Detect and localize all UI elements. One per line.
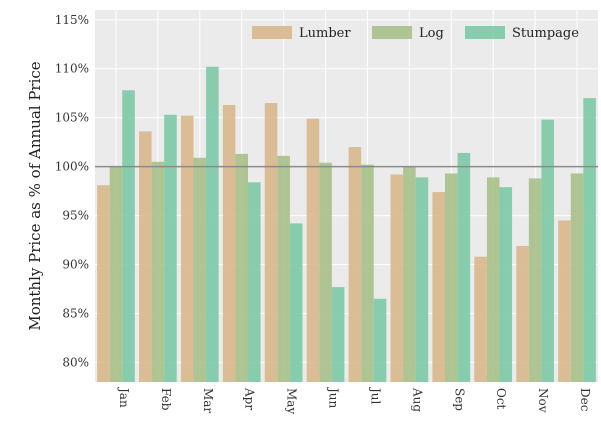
legend-label-stumpage: Stumpage: [512, 26, 579, 41]
bar-log-feb: [151, 161, 165, 382]
bar-stumpage-oct: [499, 187, 513, 382]
legend-swatch-log: [372, 26, 412, 39]
bar-log-jun: [319, 162, 332, 382]
y-tick-label: 105%: [55, 111, 89, 125]
bars: [97, 66, 596, 383]
legend-swatch-stumpage: [465, 26, 505, 39]
bar-log-oct: [486, 177, 500, 382]
bar-stumpage-jun: [331, 287, 345, 382]
bar-lumber-jan: [97, 185, 110, 382]
x-tick-label-feb: Feb: [159, 388, 173, 411]
bar-lumber-jun: [306, 118, 320, 383]
bar-log-dec: [570, 173, 584, 382]
bar-stumpage-mar: [206, 66, 219, 383]
bar-log-sep: [445, 173, 458, 382]
x-tick-label-apr: Apr: [243, 387, 257, 410]
bar-log-may: [277, 155, 290, 382]
x-tick-label-oct: Oct: [494, 388, 508, 410]
x-tick-labels: Jan Feb Mar Apr May Jun Jul Aug Sep Oct Nov Dec: [117, 386, 592, 414]
x-tick-label-may: May: [285, 388, 299, 414]
legend: Lumber Log Stumpage: [252, 26, 579, 41]
bar-stumpage-feb: [164, 114, 177, 382]
bar-lumber-dec: [558, 220, 571, 382]
x-tick-label-jun: Jun: [327, 386, 341, 409]
bar-stumpage-sep: [457, 152, 471, 382]
x-tick-label-nov: Nov: [536, 388, 550, 413]
y-tick-label: 90%: [62, 258, 89, 272]
plot-background: [95, 10, 598, 382]
y-tick-label: 95%: [62, 209, 89, 223]
bar-lumber-may: [264, 103, 278, 382]
bar-stumpage-apr: [247, 182, 261, 382]
bar-stumpage-nov: [541, 119, 554, 383]
bar-lumber-nov: [516, 245, 529, 382]
y-tick-label: 80%: [62, 355, 89, 369]
x-tick-label-aug: Aug: [410, 387, 424, 412]
y-axis-title: Monthly Price as % of Annual Price: [26, 61, 44, 330]
bar-log-jan: [109, 166, 123, 382]
y-tick-label: 115%: [55, 13, 89, 27]
bar-lumber-jul: [348, 147, 362, 382]
x-tick-label-sep: Sep: [452, 388, 466, 411]
legend-label-log: Log: [419, 26, 444, 41]
bar-lumber-sep: [432, 192, 446, 382]
bar-lumber-feb: [139, 131, 152, 382]
bar-stumpage-may: [289, 223, 303, 382]
bar-stumpage-aug: [415, 177, 429, 382]
legend-swatch-lumber: [252, 26, 292, 39]
bar-log-apr: [235, 153, 248, 382]
bar-log-aug: [403, 166, 416, 382]
bar-lumber-oct: [474, 256, 487, 382]
bar-stumpage-dec: [583, 98, 596, 383]
y-tick-label: 100%: [55, 160, 89, 174]
bar-lumber-aug: [390, 174, 404, 382]
x-tick-label-dec: Dec: [578, 388, 592, 412]
legend-label-lumber: Lumber: [299, 26, 351, 41]
bar-log-jul: [361, 164, 374, 382]
x-tick-label-jul: Jul: [368, 386, 382, 405]
bar-lumber-mar: [180, 115, 194, 382]
x-tick-label-jan: Jan: [117, 386, 131, 408]
x-tick-label-mar: Mar: [201, 388, 215, 413]
bar-lumber-apr: [222, 104, 236, 383]
bar-log-nov: [528, 178, 542, 382]
bar-stumpage-jan: [122, 90, 135, 382]
y-tick-label: 85%: [62, 306, 89, 320]
bar-stumpage-jul: [373, 298, 387, 382]
y-tick-label: 110%: [55, 62, 89, 76]
y-tick-labels: 80% 85% 90% 95% 100% 105% 110% 115%: [55, 13, 89, 370]
bar-log-mar: [193, 157, 207, 382]
